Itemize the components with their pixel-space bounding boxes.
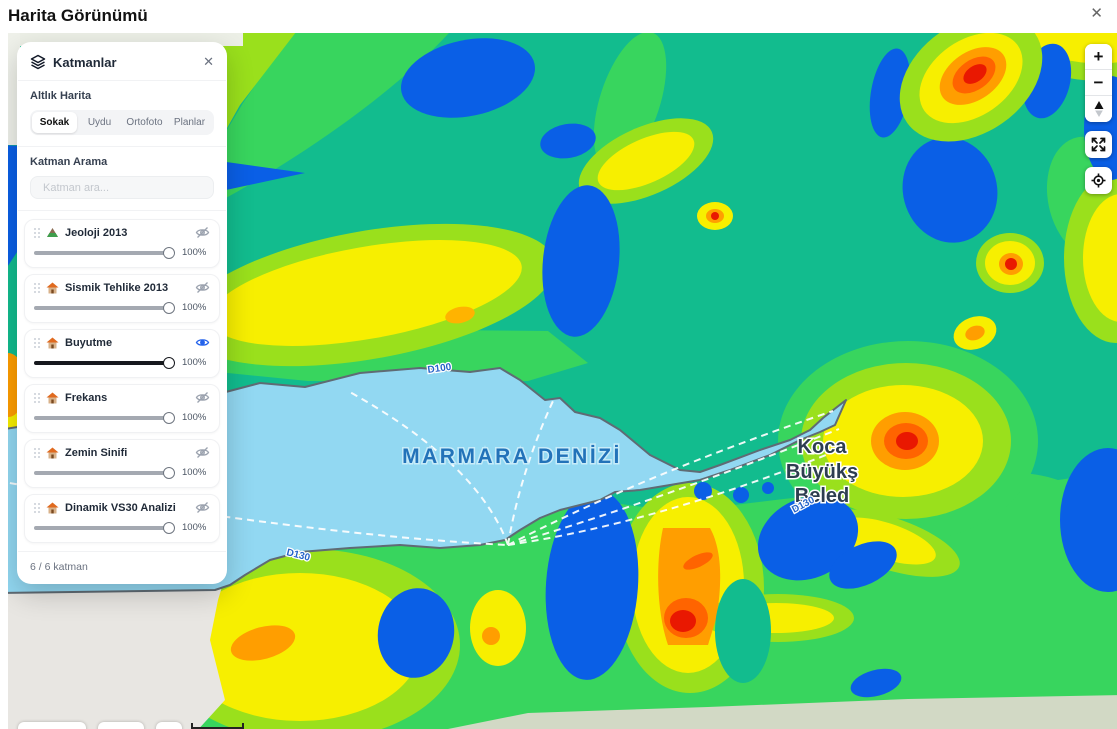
hotspot-small-right2: [953, 316, 997, 350]
eye-off-icon[interactable]: [195, 446, 210, 459]
blue-c-bottom-left: [377, 588, 455, 678]
eye-off-icon[interactable]: [195, 501, 210, 514]
map-controls: + −: [1085, 44, 1112, 194]
fullscreen-icon: [1091, 137, 1106, 152]
house-icon: [46, 447, 59, 458]
hotspot-top-right: [899, 33, 1043, 142]
svg-text:Büyükş: Büyükş: [786, 461, 858, 483]
sea-label: MARMARA DENİZİ: [402, 445, 622, 468]
house-icon: [46, 282, 59, 293]
opacity-slider[interactable]: [34, 411, 175, 424]
house-icon: [46, 392, 59, 403]
layer-row-buyutme: Buyutme 100%: [24, 329, 220, 378]
drag-handle[interactable]: [34, 282, 40, 293]
drag-handle[interactable]: [34, 447, 40, 458]
tab-ortofoto[interactable]: Ortofoto: [126, 117, 163, 128]
panel-title: Katmanlar: [53, 54, 117, 70]
opacity-slider[interactable]: [34, 466, 175, 479]
drag-handle[interactable]: [34, 227, 40, 238]
layer-search-input[interactable]: [30, 176, 214, 199]
basemap-tabs: Sokak Uydu Ortofoto Planlar: [30, 110, 214, 135]
zoom-out-button[interactable]: −: [1085, 70, 1112, 95]
bottom-pill[interactable]: [18, 722, 86, 729]
opacity-slider[interactable]: [34, 301, 175, 314]
opacity-value: 100%: [182, 467, 207, 478]
eye-off-icon[interactable]: [195, 281, 210, 294]
hotspot-small-west: [445, 306, 475, 324]
eye-on-icon[interactable]: [195, 336, 210, 349]
ferry-routes: [8, 390, 840, 546]
bottom-pill[interactable]: [98, 722, 144, 729]
zoom-in-button[interactable]: +: [1085, 44, 1112, 69]
heatmap-overlay: MARMARA DENİZİ Koca Büyükş Beled D100 D1…: [8, 33, 1117, 729]
layers-icon: [30, 54, 46, 70]
tab-sokak[interactable]: Sokak: [32, 112, 77, 133]
eye-off-icon[interactable]: [195, 226, 210, 239]
layer-search-label: Katman Arama: [30, 156, 108, 168]
svg-text:D100: D100: [427, 362, 453, 376]
layer-name: Frekans: [65, 391, 108, 404]
opacity-value: 100%: [182, 247, 207, 258]
svg-text:Beled: Beled: [795, 485, 849, 507]
opacity-value: 100%: [182, 302, 207, 313]
city-label: Koca Büyükş Beled: [784, 435, 859, 509]
bottom-pill[interactable]: [156, 722, 182, 729]
layer-row-vs30: Dinamik VS30 Analizi 100%: [24, 494, 220, 543]
hotspot-bottom-left: [470, 590, 526, 666]
house-icon: [46, 502, 59, 513]
drag-handle[interactable]: [34, 337, 40, 348]
layer-name: Jeoloji 2013: [65, 226, 128, 239]
map-canvas[interactable]: MARMARA DENİZİ Koca Büyükş Beled D100 D1…: [8, 33, 1117, 729]
opacity-value: 100%: [182, 357, 207, 368]
svg-text:Koca: Koca: [798, 436, 848, 458]
locate-icon: [1091, 173, 1106, 188]
layer-row-sismik: Sismik Tehlike 2013 100%: [24, 274, 220, 323]
layers-panel: Katmanlar ✕ Altlık Harita Sokak Uydu Ort…: [17, 42, 227, 584]
drag-handle[interactable]: [34, 392, 40, 403]
layer-list: Jeoloji 2013 100% Sismik Tehli: [17, 211, 227, 551]
layer-name: Zemin Sinifi: [65, 446, 128, 459]
window-close-icon[interactable]: ✕: [1090, 5, 1103, 22]
page-title: Harita Görünümü: [8, 6, 148, 25]
mountain-icon: [47, 227, 58, 237]
layer-count: 6 / 6 katman: [30, 561, 88, 573]
layer-row-jeoloji: Jeoloji 2013 100%: [24, 219, 220, 268]
layer-name: Buyutme: [65, 336, 113, 349]
basemap-label: Altlık Harita: [30, 90, 92, 102]
opacity-slider[interactable]: [34, 246, 175, 259]
panel-close-icon[interactable]: ✕: [203, 54, 214, 69]
bottom-left-field: [156, 549, 460, 729]
locate-button[interactable]: [1085, 167, 1112, 194]
layer-name: Dinamik VS30 Analizi: [65, 501, 176, 514]
hotspot-right-middle: [778, 341, 1038, 577]
basemap-strip-bottom: [448, 695, 1117, 729]
tab-uydu[interactable]: Uydu: [87, 117, 112, 128]
tab-planlar[interactable]: Planlar: [173, 117, 206, 128]
scale-bar: [191, 723, 244, 729]
fullscreen-button[interactable]: [1085, 131, 1112, 158]
compass-button[interactable]: [1085, 96, 1112, 122]
eye-off-icon[interactable]: [195, 391, 210, 404]
opacity-value: 100%: [182, 412, 207, 423]
hotspot-small-right: [976, 233, 1044, 293]
house-icon: [46, 337, 59, 348]
opacity-slider[interactable]: [34, 521, 175, 534]
drag-handle[interactable]: [34, 502, 40, 513]
layer-row-zemin: Zemin Sinifi 100%: [24, 439, 220, 488]
hotspot-small-mid: [697, 202, 733, 230]
opacity-slider[interactable]: [34, 356, 175, 369]
layer-name: Sismik Tehlike 2013: [65, 281, 169, 294]
opacity-value: 100%: [182, 522, 207, 533]
compass-icon: [1094, 101, 1103, 117]
layer-row-frekans: Frekans 100%: [24, 384, 220, 433]
